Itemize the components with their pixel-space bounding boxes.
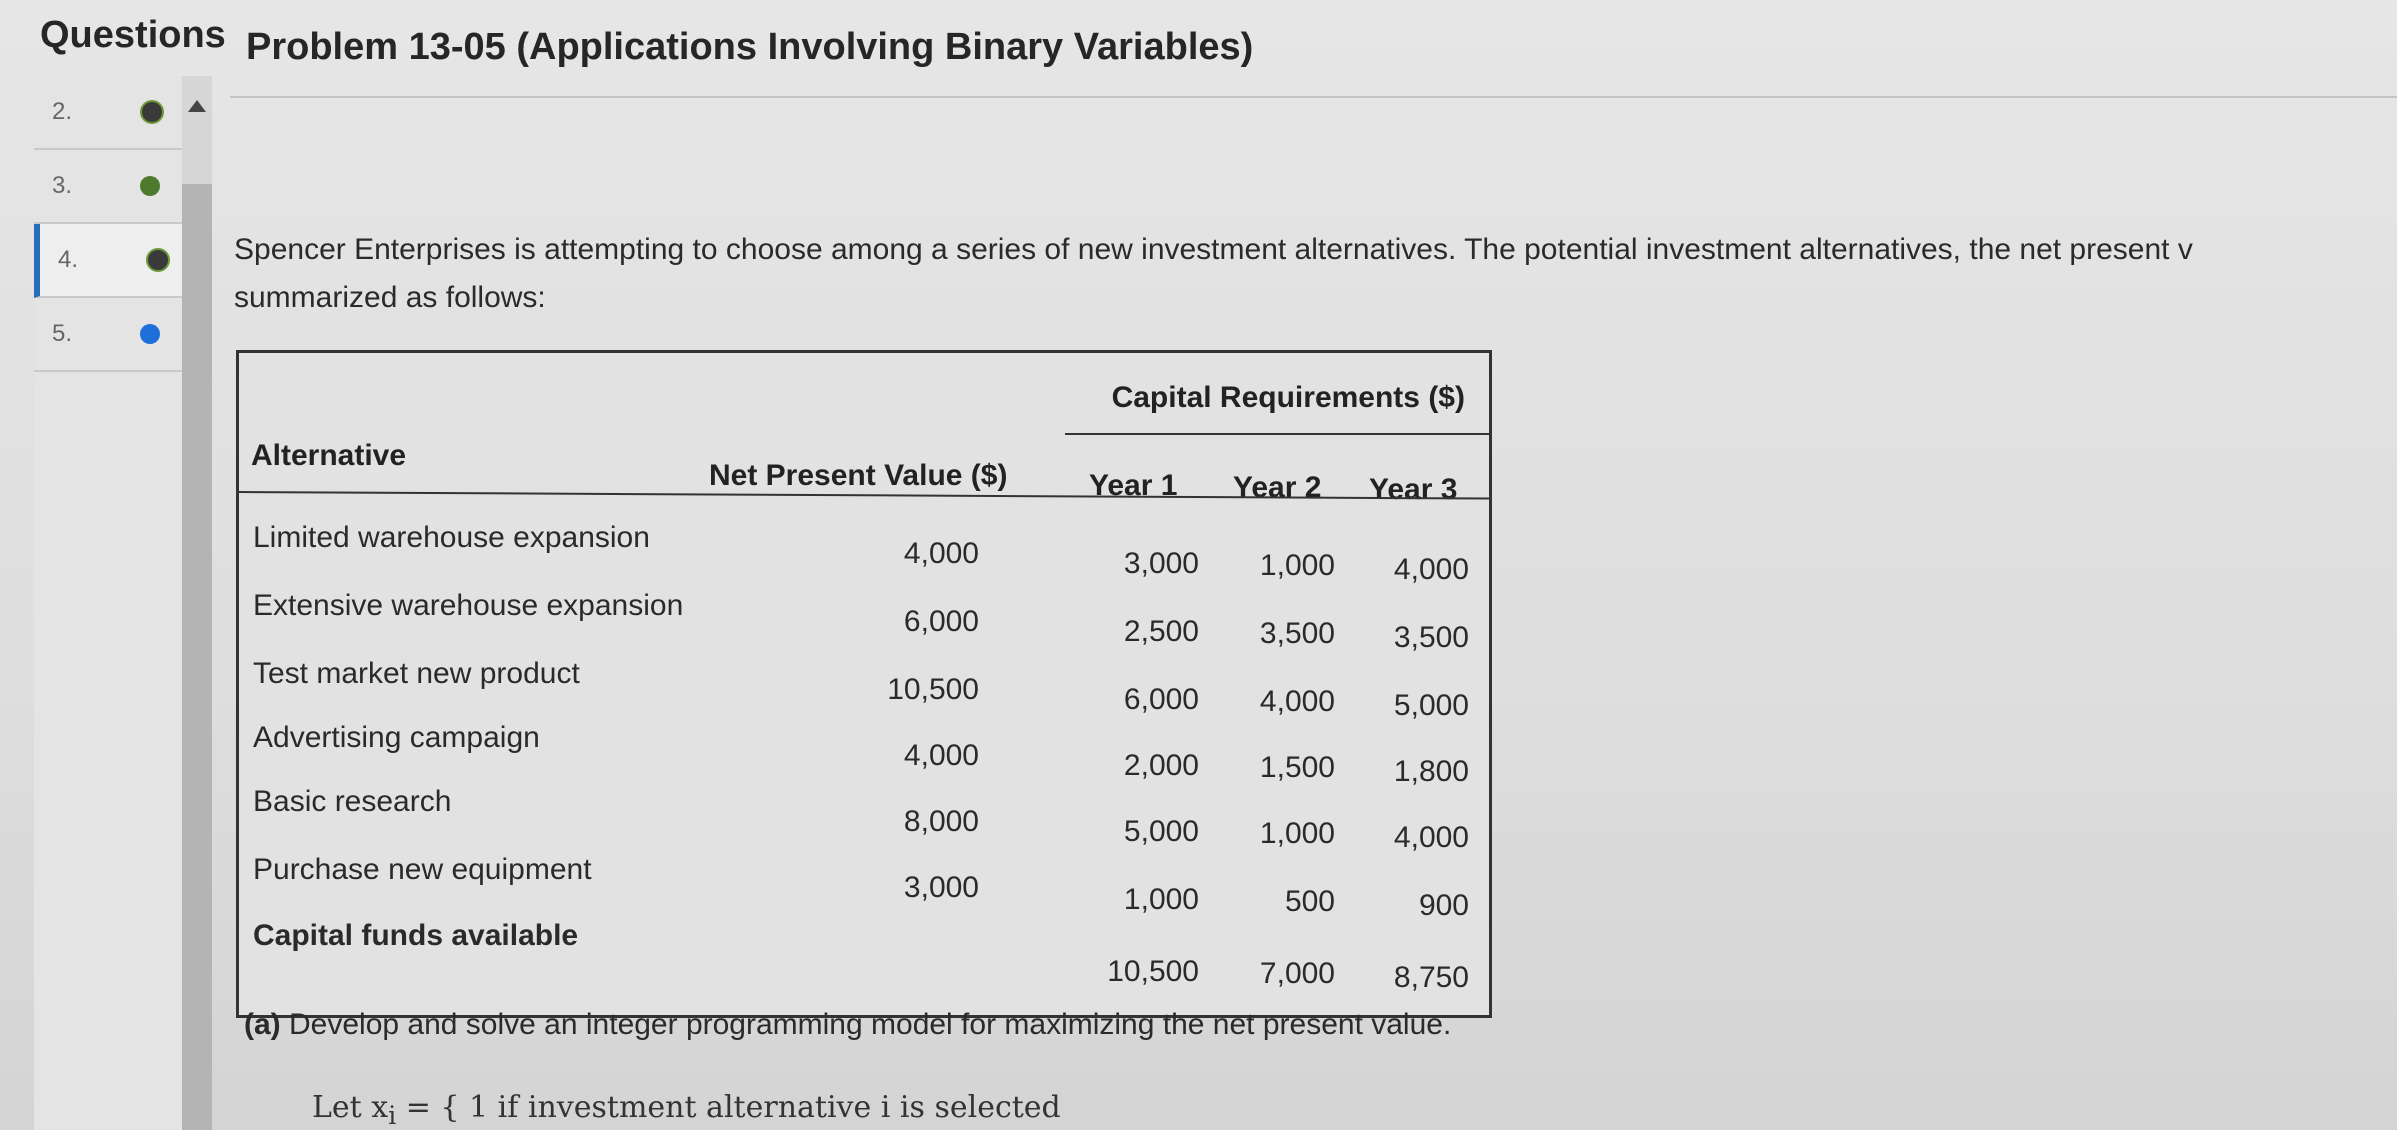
row-6-year-2: 500 — [1284, 885, 1335, 918]
partial-status-icon — [146, 248, 170, 272]
funds-year-2: 7,000 — [1259, 957, 1335, 990]
row-4-year-1: 2,000 — [1123, 749, 1199, 782]
row-5-alternative: Basic research — [253, 785, 452, 818]
question-number: 3. — [52, 172, 73, 199]
row-3-year-3: 5,000 — [1393, 689, 1469, 722]
question-nav: 2. 3. 4. 5. — [34, 76, 186, 1130]
row-4-year-3: 1,800 — [1393, 755, 1469, 788]
question-number: 5. — [52, 320, 73, 347]
let-subscript: i — [388, 1101, 397, 1130]
row-4-npv: 4,000 — [903, 739, 979, 772]
row-6-npv: 3,000 — [903, 871, 979, 904]
header-year-2: Year 2 — [1233, 471, 1322, 504]
row-5-year-1: 5,000 — [1123, 815, 1199, 848]
row-6-year-3: 900 — [1418, 889, 1469, 922]
intro-line-2: summarized as follows: — [234, 281, 546, 314]
header-npv: Net Present Value ($) — [709, 459, 1008, 492]
row-2-year-1: 2,500 — [1123, 615, 1199, 648]
funds-year-3: 8,750 — [1393, 961, 1469, 994]
header-capital-requirements: Capital Requirements ($) — [1111, 381, 1465, 414]
current-status-icon — [140, 324, 160, 344]
header-alternative: Alternative — [251, 439, 407, 472]
title-divider — [230, 96, 2397, 98]
partial-status-icon — [140, 100, 164, 124]
row-6-alternative: Purchase new equipment — [253, 853, 592, 886]
row-2-alternative: Extensive warehouse expansion — [253, 589, 684, 622]
row-4-year-2: 1,500 — [1259, 751, 1335, 784]
row-5-year-3: 4,000 — [1393, 821, 1469, 854]
let-rest: = { 1 if investment alternative i is sel… — [396, 1090, 1061, 1125]
row-1-npv: 4,000 — [903, 537, 979, 570]
problem-title: Problem 13-05 (Applications Involving Bi… — [246, 26, 1254, 68]
row-2-year-2: 3,500 — [1259, 617, 1335, 650]
part-a-text: Develop and solve an integer programming… — [289, 1008, 1452, 1041]
funds-label: Capital funds available — [253, 919, 579, 952]
row-3-year-1: 6,000 — [1123, 683, 1199, 716]
question-number: 4. — [58, 246, 79, 273]
row-3-alternative: Test market new product — [253, 657, 580, 690]
row-2-npv: 6,000 — [903, 605, 979, 638]
question-item-2[interactable]: 2. — [34, 76, 184, 150]
row-6-year-1: 1,000 — [1123, 883, 1199, 916]
row-1-year-3: 4,000 — [1393, 553, 1469, 586]
row-5-npv: 8,000 — [903, 805, 979, 838]
header-year-3: Year 3 — [1369, 473, 1458, 506]
question-item-3[interactable]: 3. — [34, 150, 184, 224]
row-1-year-2: 1,000 — [1259, 549, 1335, 582]
question-item-5[interactable]: 5. — [34, 298, 184, 372]
nav-scrollbar-thumb[interactable] — [182, 184, 212, 1130]
row-3-year-2: 4,000 — [1259, 685, 1335, 718]
row-4-alternative: Advertising campaign — [253, 721, 540, 754]
investment-table: Capital Requirements ($) Alternative Net… — [236, 350, 1492, 1018]
let-definition: Let xi = { 1 if investment alternative i… — [312, 1090, 1061, 1130]
funds-year-1: 10,500 — [1107, 955, 1199, 988]
intro-line-1: Spencer Enterprises is attempting to cho… — [234, 233, 2193, 266]
questions-header: Questions — [40, 14, 226, 56]
question-item-4[interactable]: 4. — [34, 224, 184, 298]
row-1-alternative: Limited warehouse expansion — [253, 521, 650, 554]
row-3-npv: 10,500 — [887, 673, 979, 706]
complete-status-icon — [140, 176, 160, 196]
part-a-label: (a) — [244, 1008, 281, 1041]
header-year-1: Year 1 — [1089, 469, 1178, 502]
scroll-up-arrow-icon[interactable] — [188, 100, 206, 112]
let-text: Let x — [312, 1090, 389, 1125]
problem-intro: Spencer Enterprises is attempting to cho… — [234, 226, 2397, 322]
row-2-year-3: 3,500 — [1393, 621, 1469, 654]
capital-header-rule — [1065, 433, 1489, 435]
question-number: 2. — [52, 98, 73, 125]
row-5-year-2: 1,000 — [1259, 817, 1335, 850]
row-1-year-1: 3,000 — [1123, 547, 1199, 580]
part-a: (a) Develop and solve an integer program… — [244, 1008, 1451, 1042]
